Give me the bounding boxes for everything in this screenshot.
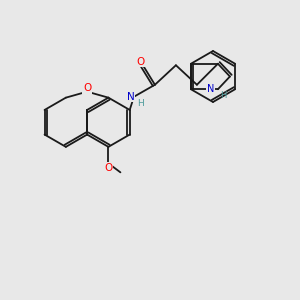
Text: H: H bbox=[137, 99, 144, 108]
Text: O: O bbox=[83, 83, 91, 93]
Text: N: N bbox=[127, 92, 135, 102]
Text: O: O bbox=[104, 163, 112, 173]
Text: H: H bbox=[220, 91, 226, 100]
Text: O: O bbox=[136, 57, 145, 67]
Text: N: N bbox=[207, 84, 214, 94]
